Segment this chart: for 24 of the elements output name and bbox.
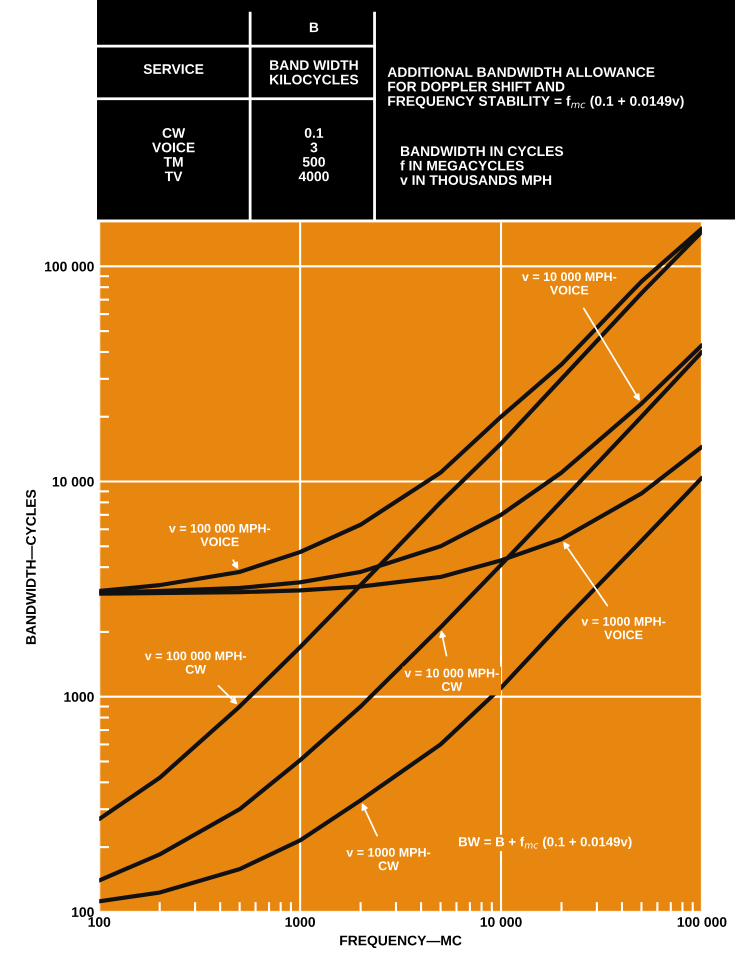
series-label: v = 10 000 MPH- CW [404,668,499,691]
text: 0.1 3 500 4000 [298,128,329,182]
text: CW VOICE TM TV [152,128,195,182]
x-tick-label: 1000 [286,917,316,927]
text: B [310,22,318,32]
text: v = 10 000 MPH- VOICE [522,272,616,295]
text: SERVICE [144,64,204,74]
series-label: v = 100 000 MPH- CW [144,651,246,674]
x-tick-label: 10 000 [480,917,522,927]
x-tick-label: 100 000 [678,917,726,927]
y-tick-label: 100 000 [45,262,94,272]
x-axis-title: FREQUENCY—MC [340,936,462,948]
text: ADDITIONAL BANDWIDTH ALLOWANCE FOR DOPPLER SHIFT AND FREQUENCY STABILITY = f$_{mc}$ (0.1 + 0.0149v) [388,67,684,109]
text: BAND WIDTH KILOCYCLES [270,60,358,84]
y-axis-title: BANDWIDTH—CYCLES [26,490,36,644]
annotation: BW = B + f$_{mc}$ (0.1 + 0.0149v) [459,836,632,850]
series-label: v = 100 000 MPH- VOICE [168,524,270,546]
y-tick-label: 10 000 [52,476,94,487]
text: BANDWIDTH IN CYCLES f IN MEGACYCLES v IN THOUSANDS MPH [400,146,564,186]
y-tick-label: 1000 [64,692,94,702]
text: v = 1000 MPH- VOICE [581,616,666,640]
y-tick-label: 100 [72,907,94,918]
text: v = 1000 MPH- CW [346,848,430,870]
x-tick-label: 100 [88,917,110,927]
